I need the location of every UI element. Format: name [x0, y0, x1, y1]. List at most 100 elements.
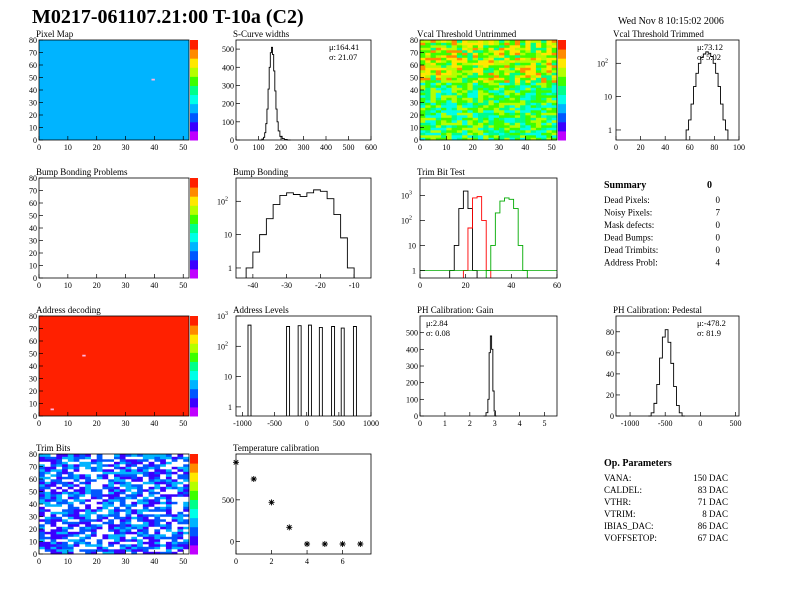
vcal-untrimmed-ytick-label: 30 [410, 99, 418, 108]
bump-problems-color-scale [190, 178, 198, 279]
scurve-widths-ytick-label: 0 [230, 136, 234, 145]
ph-gain-ytick-label: 500 [406, 329, 418, 338]
temperature-calibration-frame [235, 453, 372, 555]
vcal-untrimmed-cells [420, 40, 558, 141]
summary-title: Summary [604, 180, 646, 191]
vcal-trimmed-title: Vcal Threshold Trimmed [613, 29, 704, 39]
address-decoding-ytick-label: 10 [29, 400, 37, 409]
summary-row-label: Dead Pixels: [604, 195, 650, 205]
vcal-untrimmed-ytick-label: 70 [410, 49, 418, 58]
address-decoding-xtick-label: 10 [64, 419, 72, 428]
address-levels-ytick-label: 103 [217, 311, 228, 321]
temperature-calibration-ytick-label: 500 [222, 496, 234, 505]
vcal-trimmed-frame [615, 39, 740, 141]
pixel-map-ytick-label: 0 [33, 136, 37, 145]
vcal-untrimmed-ytick-label: 0 [414, 136, 418, 145]
trim-bits-xtick-label: 50 [179, 557, 187, 566]
trim-bits-ytick-label: 70 [29, 463, 37, 472]
address-decoding-color-scale [190, 316, 198, 417]
op-param-value: 71 DAC [698, 497, 728, 507]
address-decoding-xtick-label: 30 [122, 419, 130, 428]
pixel-map-xtick-label: 10 [64, 143, 72, 152]
ph-pedestal-xtick-label: 500 [729, 419, 741, 428]
ph-pedestal-series-0 [648, 329, 685, 417]
trim-bit-test-series-0 [449, 190, 478, 278]
bump-problems-ytick-label: 40 [29, 224, 37, 233]
trim-bits-color-scale [190, 454, 198, 555]
vcal-untrimmed-ytick-label: 60 [410, 61, 418, 70]
ph-gain-stat-0: μ:2.84 [426, 318, 449, 328]
address-decoding-hot-pixel [82, 354, 86, 357]
vcal-trimmed-xtick-label: 0 [614, 143, 618, 152]
bump-problems-ytick-label: 60 [29, 199, 37, 208]
ph-gain-stats-box: μ:2.84σ: 0.08 [426, 318, 450, 338]
op-param-value: 86 DAC [698, 521, 728, 531]
summary-row-value: 7 [716, 208, 721, 218]
trim-bit-test-frame [419, 177, 558, 279]
trim-bits-cells [39, 454, 190, 555]
summary-row-label: Dead Bumps: [604, 233, 653, 243]
trim-bits-ytick-label: 20 [29, 525, 37, 534]
address-decoding-ytick-label: 60 [29, 337, 37, 346]
ph-pedestal-ytick-label: 80 [606, 328, 614, 337]
temperature-calibration-xtick-label: 6 [341, 557, 345, 566]
op-parameters-title: Op. Parameters [604, 458, 672, 469]
bump-problems-ytick-label: 50 [29, 212, 37, 221]
temperature-calibration-point [304, 541, 311, 547]
trim-bits-ytick-label: 60 [29, 475, 37, 484]
scurve-widths-stats-box: μ:164.41σ: 21.07 [329, 42, 359, 62]
ph-pedestal-ytick-label: 60 [606, 349, 614, 358]
ph-gain-xtick-label: 0 [418, 419, 422, 428]
op-param-value: 67 DAC [698, 533, 728, 543]
ph-gain-stat-1: σ: 0.08 [426, 328, 450, 338]
address-decoding-cells [39, 316, 189, 416]
trim-bit-test-xtick-label: 20 [462, 281, 470, 290]
trim-bits-title: Trim Bits [36, 443, 71, 453]
ph-gain-ytick-label: 0 [414, 412, 418, 421]
address-levels-xtick-label: 0 [305, 419, 309, 428]
trim-bit-test-series-1 [462, 196, 492, 278]
address-decoding-panel: Address decoding 0 10 20 30 40 50 0 10 20 30 40 50 60… [29, 305, 198, 428]
pixel-map-ytick-label: 50 [29, 74, 37, 83]
scurve-widths-panel: S-Curve widths μ:164.41σ: 21.07 0 100 200 300… [222, 29, 377, 152]
scurve-widths-series-0 [259, 46, 291, 141]
address-levels-panel: Address Levels -1000 -500 0 500 1000 1 10 102 103 [217, 305, 379, 428]
vcal-untrimmed-xtick-label: 50 [548, 143, 556, 152]
temperature-calibration-ytick-label: 0 [230, 538, 234, 547]
vcal-untrimmed-ytick-label: 20 [410, 111, 418, 120]
scurve-widths-ytick-label: 300 [222, 81, 234, 90]
summary-row-value: 0 [716, 195, 721, 205]
bump-bonding-panel: Bump Bonding -40 -30 -20 -10 1 10 102 [217, 167, 372, 290]
address-decoding-ytick-label: 40 [29, 362, 37, 371]
bump-bonding-frame [235, 177, 372, 279]
bump-problems-ytick-label: 80 [29, 174, 37, 183]
summary-row-label: Mask defects: [604, 220, 654, 230]
summary-table: Summary 0 Dead Pixels: 0 Noisy Pixels: 7 Mask … [604, 180, 721, 268]
address-decoding-ytick-label: 50 [29, 350, 37, 359]
op-param-label: CALDEL: [604, 485, 642, 495]
temperature-calibration-point [286, 524, 293, 531]
ph-pedestal-ytick-label: 20 [606, 391, 614, 400]
ph-pedestal-stats-box: μ:-478.2σ: 81.9 [697, 318, 726, 338]
trim-bit-test-xtick-label: 40 [507, 281, 515, 290]
bump-problems-title: Bump Bonding Problems [36, 167, 128, 177]
address-levels-ytick-label: 1 [228, 403, 232, 412]
scurve-widths-xtick-label: 400 [320, 143, 332, 152]
ph-gain-title: PH Calibration: Gain [417, 305, 494, 315]
summary-total: 0 [707, 180, 712, 191]
temperature-calibration-point [339, 541, 346, 547]
trim-bits-ytick-label: 0 [33, 550, 37, 559]
bump-problems-ytick-label: 10 [29, 262, 37, 271]
address-levels-ytick-label: 10 [224, 373, 232, 382]
pixel-map-color-scale [190, 40, 198, 141]
ph-gain-xtick-label: 1 [443, 419, 447, 428]
bump-problems-xtick-label: 40 [150, 281, 158, 290]
address-levels-series-0 [247, 324, 357, 416]
vcal-trimmed-stats-box: μ:73.12σ: 5.02 [697, 42, 723, 62]
bump-problems-ytick-label: 0 [33, 274, 37, 283]
op-param-label: VANA: [604, 473, 631, 483]
scurve-widths-ytick-label: 500 [222, 45, 234, 54]
